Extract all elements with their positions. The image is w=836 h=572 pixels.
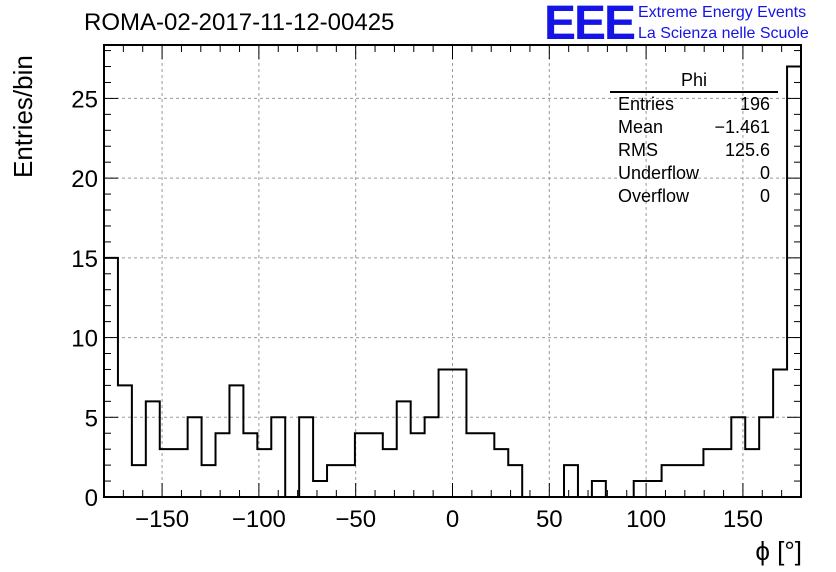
logo-line-2: La Scienza nelle Scuole [638, 25, 809, 42]
y-tick-label: 15 [71, 246, 98, 273]
histogram-bin [689, 465, 703, 497]
histogram-bin [717, 449, 731, 497]
stats-label: Entries [618, 94, 675, 114]
histogram-bin [160, 449, 174, 497]
x-tick-label: −150 [135, 506, 189, 533]
histogram-bin [313, 481, 327, 497]
histogram-bin [271, 417, 285, 497]
stats-label: Underflow [618, 163, 700, 183]
histogram-bin [188, 417, 202, 497]
grid-lines [104, 45, 801, 497]
histogram-bin [383, 449, 397, 497]
histogram-bin [592, 481, 606, 497]
histogram-bin [676, 465, 690, 497]
stats-value: 0 [759, 163, 770, 183]
histogram-bin [299, 417, 313, 497]
histogram-bin [341, 465, 355, 497]
run-title: ROMA-02-2017-11-12-00425 [84, 9, 395, 36]
histogram-step-line [103, 65, 802, 498]
histogram-bin [453, 369, 467, 497]
stats-label: RMS [618, 140, 658, 160]
histogram-bin [466, 433, 480, 497]
y-tick-label: 20 [71, 166, 98, 193]
stats-label: Overflow [618, 186, 690, 206]
x-tick-label: 100 [626, 506, 666, 533]
stats-value: 196 [739, 94, 770, 114]
histogram-bin [355, 433, 369, 497]
x-tick-label: 50 [536, 506, 563, 533]
histogram-bin [425, 417, 439, 497]
histogram-bin [118, 385, 132, 497]
stats-row-underflow: Underflow 0 [610, 162, 778, 185]
eee-logo-mark: EEE [544, 0, 636, 50]
y-axis-ticks: 0 5 10 15 20 25 [71, 50, 801, 512]
histogram-bin [634, 481, 648, 497]
histogram-bin [648, 481, 662, 497]
histogram-bin [662, 465, 676, 497]
histogram-bin [146, 401, 160, 497]
histogram-bin [480, 433, 494, 497]
histogram-bin [229, 385, 243, 497]
stats-value: 0 [759, 186, 770, 206]
x-tick-label: 0 [446, 506, 459, 533]
x-tick-label: −50 [335, 506, 376, 533]
histogram-bin [216, 433, 230, 497]
stats-label: Mean [618, 117, 664, 137]
stats-value: −1.461 [714, 117, 770, 137]
histogram-bin [508, 465, 522, 497]
histogram-bin [564, 465, 578, 497]
y-tick-label: 25 [71, 86, 98, 113]
x-axis-title: ϕ [°] [755, 536, 802, 566]
histogram-bin [243, 433, 257, 497]
histogram-bin [369, 433, 383, 497]
y-tick-label: 10 [71, 326, 98, 353]
stats-row-entries: Entries 196 [610, 93, 778, 116]
stats-row-overflow: Overflow 0 [610, 185, 778, 208]
histogram-bin [439, 369, 453, 497]
histogram-bin [773, 369, 787, 497]
histogram-bin [745, 449, 759, 497]
histogram-bin [257, 449, 271, 497]
stats-row-rms: RMS 125.6 [610, 139, 778, 162]
stats-row-mean: Mean −1.461 [610, 116, 778, 139]
histogram-bin [787, 67, 801, 497]
stats-title: Phi [610, 70, 778, 93]
histogram-bin [104, 258, 118, 497]
logo-line-1: Extreme Energy Events [638, 4, 807, 21]
histogram-bin [759, 417, 773, 497]
stats-value: 125.6 [724, 140, 770, 160]
histogram-bin [731, 417, 745, 497]
x-axis-ticks: −150 −100 −50 0 50 100 150 [122, 45, 783, 533]
histogram-bin [132, 465, 146, 497]
y-tick-label: 0 [85, 485, 98, 512]
x-tick-label: 150 [723, 506, 763, 533]
y-tick-label: 5 [85, 405, 98, 432]
histogram-bin [494, 449, 508, 497]
histogram-bin [397, 401, 411, 497]
histogram-bin [703, 449, 717, 497]
histogram-bin [327, 465, 341, 497]
histogram-bin [174, 449, 188, 497]
stats-box: Phi Entries 196 Mean −1.461 RMS 125.6 Un… [610, 70, 778, 208]
y-axis-title: Entries/bin [8, 55, 38, 178]
histogram-bin [202, 465, 216, 497]
x-tick-label: −100 [232, 506, 286, 533]
histogram-bin [411, 433, 425, 497]
